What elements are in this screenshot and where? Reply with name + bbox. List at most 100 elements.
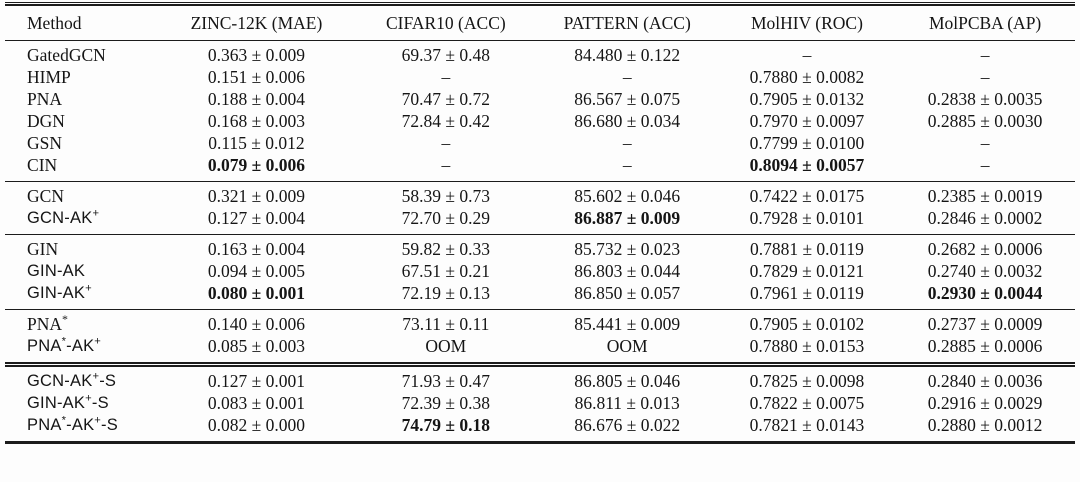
value-cell: 0.127 ± 0.004	[207, 208, 305, 228]
table-row: GCN-AK+-S 0.127 ± 0.001 71.93 ± 0.47 86.805…	[5, 365, 1075, 393]
value-cell: 0.7905 ± 0.0132	[749, 89, 865, 109]
superscript: *	[62, 312, 68, 327]
col-header-pattern: PATTERN (ACC)	[535, 6, 719, 41]
value-cell: 0.2737 ± 0.0009	[927, 314, 1043, 334]
table-row: GIN-AK+-S 0.083 ± 0.001 72.39 ± 0.38 86.811…	[5, 393, 1075, 415]
method-cell: GIN-AK+	[27, 282, 92, 302]
value-cell: OOM	[606, 336, 648, 356]
value-cell: 0.2682 ± 0.0006	[927, 239, 1043, 259]
table-row: GCN-AK+ 0.127 ± 0.004 72.70 ± 0.29 86.887 ±…	[5, 208, 1075, 235]
method-cell: GSN	[27, 133, 63, 153]
value-cell: 0.127 ± 0.001	[207, 371, 305, 391]
value-cell: 69.37 ± 0.48	[401, 45, 490, 65]
value-cell: 0.363 ± 0.009	[207, 45, 305, 65]
value-cell: 71.93 ± 0.47	[401, 371, 490, 391]
value-cell: 72.84 ± 0.42	[401, 111, 490, 131]
value-cell: 0.140 ± 0.006	[207, 314, 305, 334]
value-cell: 0.2885 ± 0.0006	[927, 336, 1043, 356]
value-cell: –	[622, 133, 632, 153]
value-cell: 0.2740 ± 0.0032	[927, 261, 1043, 281]
value-cell: 86.680 ± 0.034	[574, 111, 681, 131]
method-cell: HIMP	[27, 67, 71, 87]
value-cell: 0.2840 ± 0.0036	[927, 371, 1043, 391]
value-cell: 0.115 ± 0.012	[208, 133, 305, 153]
superscript: *	[61, 335, 67, 348]
row-group-5: GCN-AK+-S 0.127 ± 0.001 71.93 ± 0.47 86.805…	[5, 364, 1075, 442]
table-row: PNA*-AK+-S 0.082 ± 0.000 74.79 ± 0.18 86.67…	[5, 415, 1075, 442]
method-cell: GatedGCN	[27, 45, 106, 65]
value-cell: 0.082 ± 0.000	[207, 415, 305, 435]
value-cell: 0.163 ± 0.004	[207, 239, 305, 259]
value-cell: 86.887 ± 0.009	[574, 208, 681, 228]
value-cell: 86.850 ± 0.057	[574, 283, 681, 303]
value-cell: 86.803 ± 0.044	[574, 261, 681, 281]
value-cell: 72.70 ± 0.29	[401, 208, 490, 228]
row-group-1: GatedGCN 0.363 ± 0.009 69.37 ± 0.48 84.480 …	[5, 40, 1075, 182]
row-group-2: GCN 0.321 ± 0.009 58.39 ± 0.73 85.602 ± 0.0…	[5, 181, 1075, 235]
value-cell: 74.79 ± 0.18	[401, 415, 490, 435]
value-cell: 85.732 ± 0.023	[574, 239, 681, 259]
value-cell: 67.51 ± 0.21	[401, 261, 490, 281]
col-header-molpcba: MolPCBA (AP)	[895, 6, 1075, 41]
value-cell: 84.480 ± 0.122	[574, 45, 681, 65]
value-cell: 58.39 ± 0.73	[401, 186, 490, 206]
method-cell: GCN-AK+-S	[27, 370, 117, 390]
value-cell: 0.7422 ± 0.0175	[749, 186, 865, 206]
superscript: *	[61, 414, 67, 427]
value-cell: 0.321 ± 0.009	[207, 186, 305, 206]
table-row: GSN 0.115 ± 0.012 – – 0.7799 ± 0.0100 –	[5, 133, 1075, 155]
col-header-cifar10: CIFAR10 (ACC)	[355, 6, 536, 41]
value-cell: 0.168 ± 0.003	[207, 111, 305, 131]
method-cell: GIN	[27, 239, 59, 259]
value-cell: 86.567 ± 0.075	[574, 89, 681, 109]
value-cell: 0.7881 ± 0.0119	[749, 239, 864, 259]
value-cell: 0.7822 ± 0.0075	[749, 393, 865, 413]
value-cell: 0.7880 ± 0.0153	[749, 336, 865, 356]
table-top-rule	[5, 2, 1075, 6]
method-cell: PNA*	[27, 312, 68, 334]
table-row: DGN 0.168 ± 0.003 72.84 ± 0.42 86.680 ± 0.0…	[5, 111, 1075, 133]
value-cell: 86.811 ± 0.013	[574, 393, 680, 413]
value-cell: 85.441 ± 0.009	[574, 314, 681, 334]
value-cell: 0.7905 ± 0.0102	[749, 314, 865, 334]
value-cell: 0.085 ± 0.003	[207, 336, 305, 356]
value-cell: 0.2880 ± 0.0012	[927, 415, 1043, 435]
value-cell: 0.7970 ± 0.0097	[749, 111, 865, 131]
superscript: +	[85, 282, 92, 295]
superscript: +	[85, 392, 92, 405]
value-cell: 0.7928 ± 0.0101	[749, 208, 865, 228]
method-cell: CIN	[27, 155, 58, 175]
value-cell: 0.151 ± 0.006	[207, 67, 305, 87]
row-group-3: GIN 0.163 ± 0.004 59.82 ± 0.33 85.732 ± 0.0…	[5, 234, 1075, 310]
value-cell: –	[980, 45, 990, 65]
superscript: +	[92, 370, 100, 383]
method-cell: GCN-AK+	[27, 207, 100, 227]
method-cell: GIN-AK	[27, 262, 86, 280]
method-cell: PNA*-AK+-S	[27, 414, 118, 434]
method-cell: GCN	[27, 186, 64, 206]
value-cell: 0.2930 ± 0.0044	[927, 283, 1043, 303]
table-row: PNA*-AK+ 0.085 ± 0.003 OOM OOM 0.7880 ± 0.01…	[5, 336, 1075, 365]
table-bottom-rule	[5, 441, 1075, 444]
superscript: +	[92, 207, 100, 220]
table-row: GIN 0.163 ± 0.004 59.82 ± 0.33 85.732 ± 0.0…	[5, 235, 1075, 261]
value-cell: 0.080 ± 0.001	[207, 283, 305, 303]
method-cell: PNA*-AK+	[27, 335, 102, 355]
table-row: GIN-AK+ 0.080 ± 0.001 72.19 ± 0.13 86.850 ±…	[5, 283, 1075, 310]
value-cell: 86.676 ± 0.022	[574, 415, 681, 435]
method-cell: GIN-AK+-S	[27, 392, 109, 412]
value-cell: –	[441, 133, 451, 153]
value-cell: 0.8094 ± 0.0057	[749, 155, 865, 175]
superscript: +	[94, 414, 102, 427]
value-cell: 0.7821 ± 0.0143	[749, 415, 865, 435]
value-cell: –	[441, 155, 451, 175]
value-cell: 70.47 ± 0.72	[401, 89, 490, 109]
table-row: GIN-AK 0.094 ± 0.005 67.51 ± 0.21 86.803 ± …	[5, 261, 1075, 283]
value-cell: 0.7825 ± 0.0098	[749, 371, 865, 391]
value-cell: 0.188 ± 0.004	[207, 89, 305, 109]
value-cell: –	[802, 45, 812, 65]
value-cell: –	[622, 67, 632, 87]
results-table: Method ZINC-12K (MAE) CIFAR10 (ACC) PATT…	[5, 6, 1075, 441]
value-cell: 85.602 ± 0.046	[574, 186, 681, 206]
